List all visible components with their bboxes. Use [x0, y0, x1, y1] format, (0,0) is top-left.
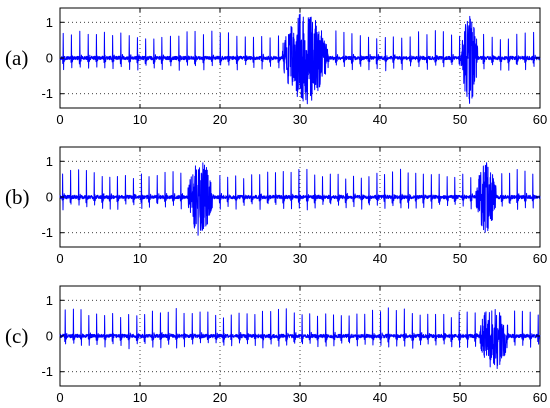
y-tick-label: 0 [46, 51, 53, 66]
x-tick-label: 20 [213, 112, 227, 127]
signal-line [59, 13, 541, 105]
x-tick-label: 50 [453, 251, 467, 266]
y-tick-label: -1 [41, 364, 53, 379]
signal-line [59, 307, 541, 369]
y-tick-label: 0 [46, 190, 53, 205]
panel-label: (a) [5, 46, 28, 70]
signal-line [59, 162, 541, 236]
x-tick-label: 30 [293, 390, 307, 405]
x-tick-label: 20 [213, 251, 227, 266]
x-tick-label: 50 [453, 390, 467, 405]
y-tick-label: -1 [41, 86, 53, 101]
x-tick-label: 60 [533, 251, 547, 266]
x-tick-label: 40 [373, 251, 387, 266]
x-tick-label: 10 [133, 251, 147, 266]
y-tick-label: 1 [46, 15, 53, 30]
x-tick-label: 0 [56, 112, 63, 127]
x-tick-label: 60 [533, 112, 547, 127]
x-tick-label: 50 [453, 112, 467, 127]
x-tick-label: 60 [533, 390, 547, 405]
y-tick-label: 1 [46, 154, 53, 169]
y-tick-label: 0 [46, 329, 53, 344]
x-tick-label: 40 [373, 112, 387, 127]
x-tick-label: 0 [56, 390, 63, 405]
panel-label: (b) [5, 185, 30, 209]
panel-label: (c) [5, 324, 28, 348]
y-tick-label: -1 [41, 225, 53, 240]
x-tick-label: 0 [56, 251, 63, 266]
x-tick-label: 10 [133, 390, 147, 405]
y-tick-label: 1 [46, 293, 53, 308]
x-tick-label: 30 [293, 112, 307, 127]
x-tick-label: 10 [133, 112, 147, 127]
x-tick-label: 20 [213, 390, 227, 405]
x-tick-label: 40 [373, 390, 387, 405]
x-tick-label: 30 [293, 251, 307, 266]
